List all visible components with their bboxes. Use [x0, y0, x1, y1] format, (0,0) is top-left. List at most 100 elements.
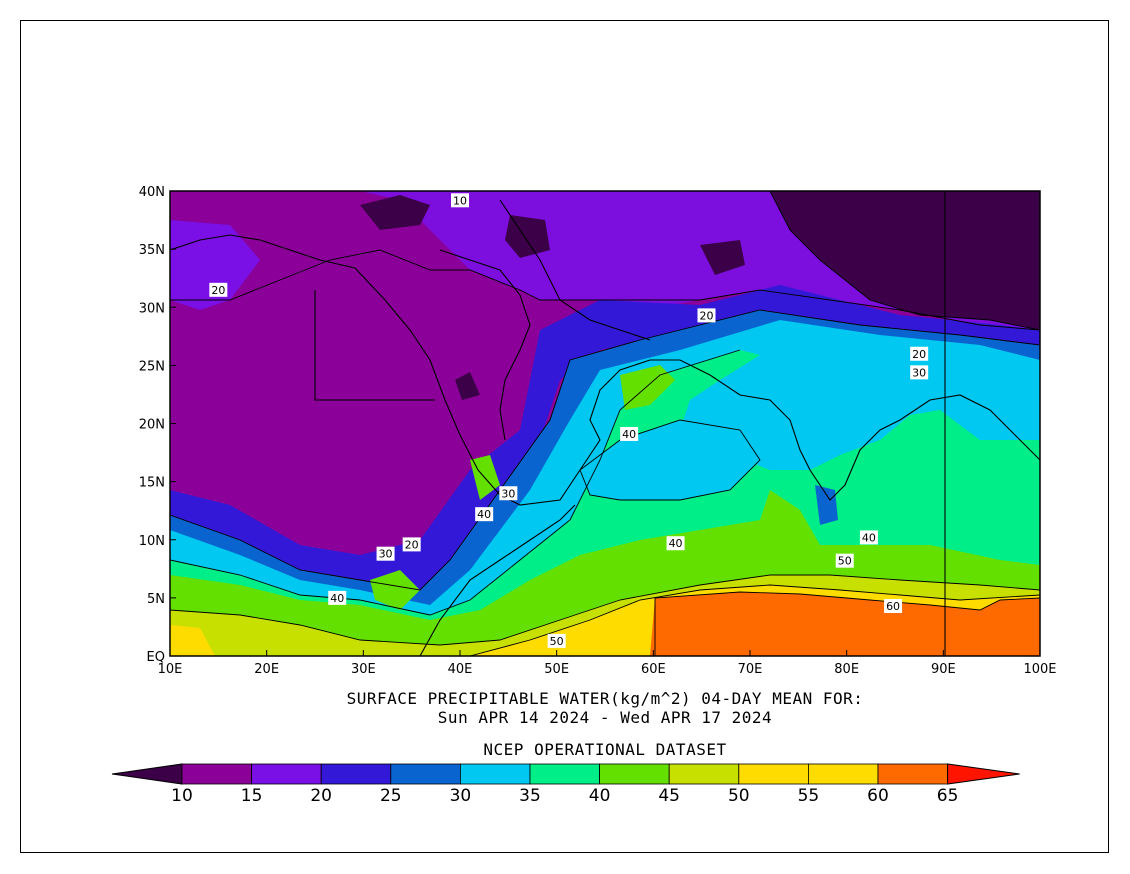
colorbar-label: 65 [936, 786, 959, 806]
svg-text:40: 40 [622, 428, 636, 441]
contour-label: 50 [547, 633, 566, 648]
lon-label: 20E [254, 662, 279, 677]
lon-label: 50E [544, 662, 569, 677]
colorbar-label: 55 [797, 786, 820, 806]
contour-label: 20 [402, 537, 421, 552]
caption-date-range: Sun APR 14 2024 - Wed APR 17 2024 [437, 708, 773, 727]
field-40-45-africa [370, 570, 420, 610]
precipitable-water-field [170, 191, 1040, 656]
colorbar-segment [599, 763, 670, 785]
lat-label: 25N [139, 359, 165, 374]
contour-label: 20 [697, 308, 716, 323]
lon-label: 40E [448, 662, 473, 677]
field-50-60-west [170, 625, 215, 656]
field-60-65 [650, 592, 1040, 656]
svg-text:40: 40 [477, 508, 491, 521]
field-35-40 [170, 350, 1040, 650]
coastlines [170, 191, 1040, 656]
field-40-45 [170, 490, 1040, 656]
lon-label: 90E [931, 662, 956, 677]
contour-label: 10 [451, 193, 469, 208]
field-40-45-arabia [620, 365, 675, 410]
colorbar-label: 20 [310, 786, 333, 806]
colorbar-segment [320, 763, 392, 785]
contour-label: 50 [835, 553, 854, 568]
colorbar-label: 30 [449, 786, 472, 806]
svg-text:40: 40 [330, 592, 344, 605]
colorbar-label: 50 [727, 786, 750, 806]
field-25-30 [170, 285, 1040, 600]
svg-text:30: 30 [501, 487, 515, 500]
caption-title: SURFACE PRECIPITABLE WATER(kg/m^2) 04-DA… [346, 689, 864, 708]
contour-label: 60 [884, 599, 903, 614]
field-below-10-hindukush [700, 240, 745, 275]
lat-label: 20N [139, 418, 165, 433]
colorbar-label: 60 [867, 786, 889, 806]
contour-label: 20 [209, 282, 228, 297]
contour-label: 20 [910, 346, 929, 361]
lat-label: 15N [139, 476, 165, 491]
svg-text:20: 20 [700, 309, 714, 322]
colorbar [111, 763, 1020, 785]
contour-label: 40 [328, 590, 347, 605]
contour-label: 40 [666, 536, 685, 551]
svg-text:30: 30 [912, 366, 926, 379]
contour-label: 40 [859, 530, 878, 545]
svg-text:30: 30 [379, 548, 393, 561]
colorbar-min-arrow [111, 763, 183, 785]
lat-label: 5N [147, 592, 165, 607]
colorbar-label: 45 [658, 786, 681, 806]
svg-text:50: 50 [550, 635, 564, 648]
colorbar-segment [529, 763, 600, 785]
field-below-10-anatolia [360, 195, 430, 230]
axis-ticks [169, 190, 1041, 657]
colorbar-max-arrow [947, 763, 1020, 785]
contour-label: 30 [376, 546, 395, 561]
colorbar-label: 35 [519, 786, 541, 806]
colorbar-segment [808, 763, 879, 785]
lon-label: 100E [1023, 662, 1056, 677]
lat-label: 30N [139, 301, 165, 316]
colorbar-segment [668, 763, 740, 785]
colorbar-label: 15 [240, 786, 263, 806]
lon-label: 60E [641, 662, 666, 677]
lon-label: 80E [834, 662, 859, 677]
colorbar-segment [181, 763, 252, 785]
svg-text:10: 10 [453, 194, 467, 207]
contour-label: 30 [910, 365, 929, 380]
lat-label: 10N [139, 534, 165, 549]
axis-labels: 10E 20E 30E 40E 50E 60E 70E 80E 90E 100E EQ 5N 10N 15… [139, 185, 1057, 677]
lon-label: 30E [351, 662, 376, 677]
colorbar-label: 40 [588, 786, 611, 806]
contour-label: 40 [475, 507, 494, 522]
colorbar-segment [390, 763, 461, 785]
svg-text:50: 50 [838, 555, 852, 568]
svg-text:40: 40 [862, 531, 876, 544]
contour-label: 40 [620, 426, 639, 441]
contour-label: 30 [499, 486, 518, 501]
lat-label: EQ [147, 650, 165, 665]
contour-labels: 10 20 20 20 30 40 30 40 20 30 40 40 40 50 60 50 [209, 193, 929, 648]
colorbar-segment [877, 763, 948, 785]
figure-frame [20, 20, 1109, 853]
svg-text:60: 60 [886, 600, 900, 613]
lat-label: 40N [139, 185, 165, 200]
lat-label: 35N [139, 243, 165, 258]
svg-text:20: 20 [405, 538, 419, 551]
caption-dataset: NCEP OPERATIONAL DATASET [483, 740, 727, 759]
colorbar-label: 25 [379, 786, 402, 806]
colorbar-segment [251, 763, 322, 785]
contour-lines [170, 191, 1040, 656]
colorbar-segment [738, 763, 809, 785]
svg-text:20: 20 [912, 348, 926, 361]
lon-label: 70E [738, 662, 763, 677]
field-below-10-tibet [770, 191, 1040, 330]
field-below-10-arabia [455, 372, 480, 400]
colorbar-label: 10 [171, 786, 193, 806]
svg-text:40: 40 [669, 537, 683, 550]
lon-label: 10E [158, 662, 183, 677]
svg-text:20: 20 [211, 284, 225, 297]
field-below-10-iran [505, 215, 550, 258]
field-25-30-srilanka [815, 485, 838, 525]
